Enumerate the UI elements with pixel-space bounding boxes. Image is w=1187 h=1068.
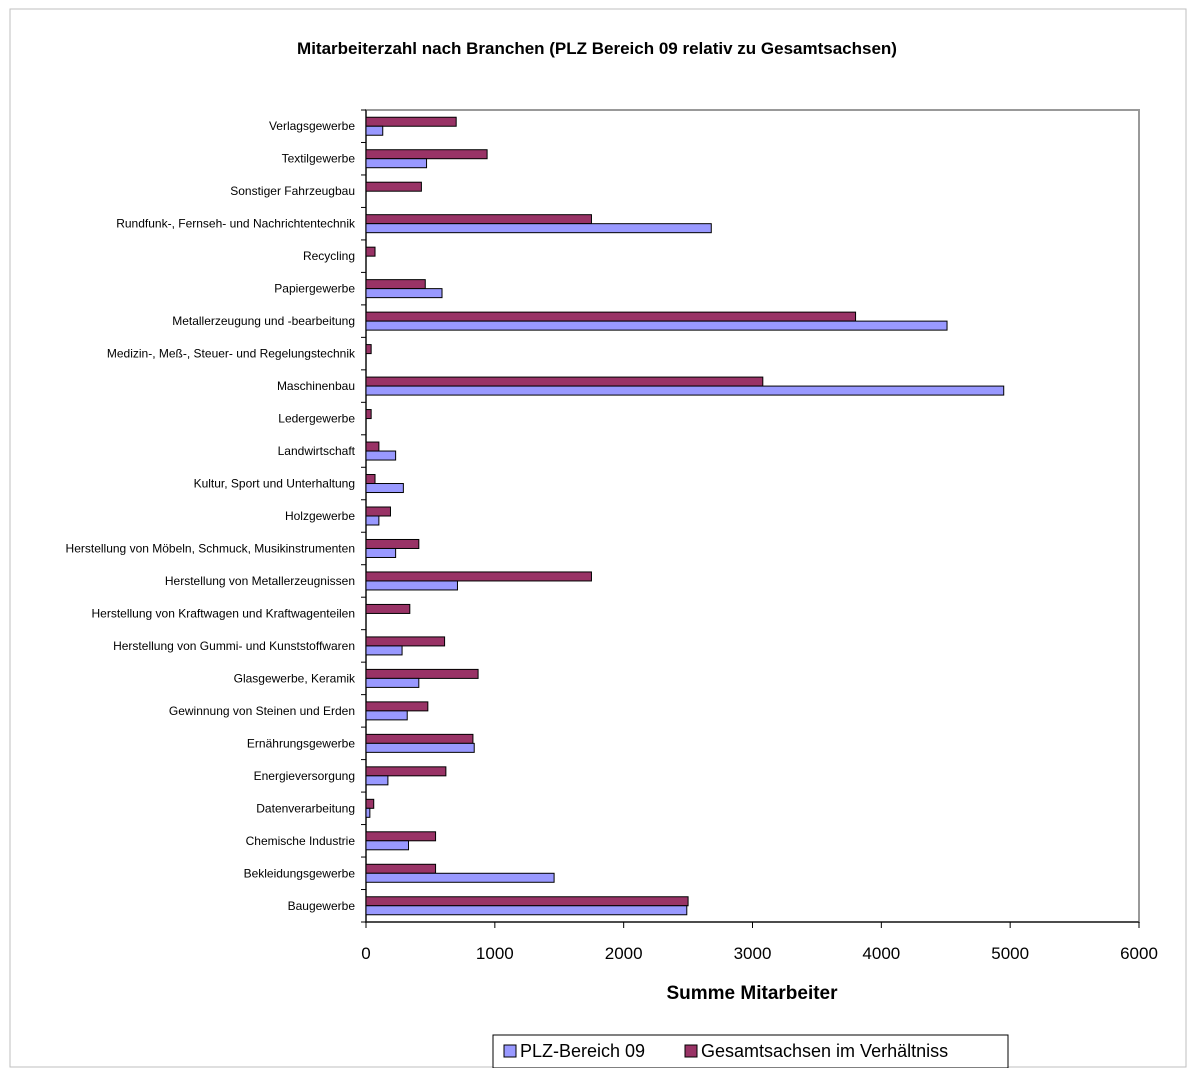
bar-gesamtsachsen [365, 441, 380, 452]
category-label: Chemische Industrie [246, 834, 356, 848]
bar-plz-bereich-09 [365, 775, 389, 786]
x-tick-label: 0 [361, 944, 370, 963]
bar-gesamtsachsen [365, 701, 429, 712]
bar-gesamtsachsen [365, 279, 426, 290]
bar-gesamtsachsen [365, 766, 447, 777]
bar-plz-bereich-09 [365, 710, 408, 721]
category-label: Maschinenbau [277, 379, 355, 393]
category-label: Datenverarbeitung [256, 801, 355, 815]
category-label: Ernährungsgewerbe [247, 736, 355, 750]
bar-gesamtsachsen [365, 831, 437, 842]
legend-box [492, 1034, 1009, 1068]
bar-plz-bereich-09 [365, 742, 475, 753]
bar-plz-bereich-09 [365, 288, 443, 299]
bar-gesamtsachsen [365, 214, 592, 225]
category-label: Herstellung von Kraftwagen und Kraftwage… [92, 606, 356, 620]
bar-gesamtsachsen [365, 344, 372, 355]
plot-area [365, 109, 1140, 923]
category-label: Ledergewerbe [278, 412, 355, 426]
legend: PLZ-Bereich 09 Gesamtsachsen im Verhältni… [492, 1034, 1009, 1068]
category-label: Verlagsgewerbe [269, 119, 355, 133]
category-label: Textilgewerbe [282, 152, 356, 166]
bar-gesamtsachsen [365, 603, 411, 614]
category-label: Recycling [303, 249, 355, 263]
bar-gesamtsachsen [365, 636, 446, 647]
category-labels: Verlagsgewerbe Textilgewerbe Sonstiger Fah… [66, 119, 356, 913]
category-label: Glasgewerbe, Keramik [234, 671, 356, 685]
bar-gesamtsachsen [365, 149, 488, 160]
category-label: Energieversorgung [254, 769, 355, 783]
chart-title: Mitarbeiterzahl nach Branchen (PLZ Berei… [297, 39, 897, 58]
category-label: Bekleidungsgewerbe [244, 866, 356, 880]
bar-plz-bereich-09 [365, 580, 458, 591]
bar-plz-bereich-09 [365, 645, 403, 656]
category-label: Landwirtschaft [278, 444, 356, 458]
category-label: Herstellung von Möbeln, Schmuck, Musikin… [66, 541, 355, 555]
bar-plz-bereich-09 [365, 223, 712, 234]
x-tick-label: 3000 [734, 944, 772, 963]
bar-plz-bereich-09 [365, 807, 371, 818]
x-tick-label: 1000 [476, 944, 514, 963]
category-label: Metallerzeugung und -bearbeitung [172, 314, 355, 328]
bar-plz-bereich-09 [365, 547, 397, 558]
bar-gesamtsachsen [365, 474, 376, 485]
bar-plz-bereich-09 [365, 158, 428, 169]
category-label: Herstellung von Metallerzeugnissen [165, 574, 355, 588]
bar-gesamtsachsen [365, 571, 592, 582]
bar-gesamtsachsen [365, 538, 420, 549]
bar-plz-bereich-09 [365, 483, 404, 494]
bar-gesamtsachsen [365, 506, 391, 517]
bar-plz-bereich-09 [365, 677, 420, 688]
bar-gesamtsachsen [365, 733, 474, 744]
category-label: Rundfunk-, Fernseh- und Nachrichtentechn… [116, 217, 356, 231]
x-axis-title: Summe Mitarbeiter [666, 983, 838, 1004]
x-tick-label: 5000 [991, 944, 1029, 963]
category-label: Kultur, Sport und Unterhaltung [194, 477, 355, 491]
bar-gesamtsachsen [365, 376, 764, 387]
x-tick-label: 2000 [605, 944, 643, 963]
bar-gesamtsachsen [365, 311, 857, 322]
legend-swatch [503, 1044, 517, 1058]
bar-plz-bereich-09 [365, 905, 688, 916]
bar-plz-bereich-09 [365, 840, 410, 851]
bar-plz-bereich-09 [365, 320, 948, 331]
bar-gesamtsachsen [365, 246, 376, 257]
category-label: Papiergewerbe [274, 282, 355, 296]
legend-label: Gesamtsachsen im Verhältniss [701, 1041, 948, 1061]
bar-gesamtsachsen [365, 409, 372, 420]
x-tick-label: 6000 [1120, 944, 1158, 963]
bar-plz-bereich-09 [365, 450, 397, 461]
x-axis: 0 1000 2000 3000 4000 5000 6000 [361, 109, 1158, 963]
bar-plz-bereich-09 [365, 125, 384, 136]
category-label: Holzgewerbe [285, 509, 355, 523]
category-label: Herstellung von Gummi- und Kunststoffwar… [113, 639, 355, 653]
legend-label: PLZ-Bereich 09 [520, 1041, 645, 1061]
x-tick-label: 4000 [862, 944, 900, 963]
bar-gesamtsachsen [365, 863, 437, 874]
legend-swatch [684, 1044, 698, 1058]
category-label: Medizin-, Meß-, Steuer- und Regelungstec… [107, 347, 356, 361]
bar-gesamtsachsen [365, 896, 689, 907]
bar-gesamtsachsen [365, 181, 422, 192]
category-label: Gewinnung von Steinen und Erden [169, 704, 355, 718]
bar-plz-bereich-09 [365, 385, 1005, 396]
category-label: Sonstiger Fahrzeugbau [230, 184, 355, 198]
bar-plz-bereich-09 [365, 872, 555, 883]
bar-plz-bereich-09 [365, 515, 380, 526]
category-label: Baugewerbe [288, 899, 356, 913]
bar-gesamtsachsen [365, 668, 479, 679]
bar-gesamtsachsen [365, 798, 375, 809]
bar-gesamtsachsen [365, 116, 457, 127]
